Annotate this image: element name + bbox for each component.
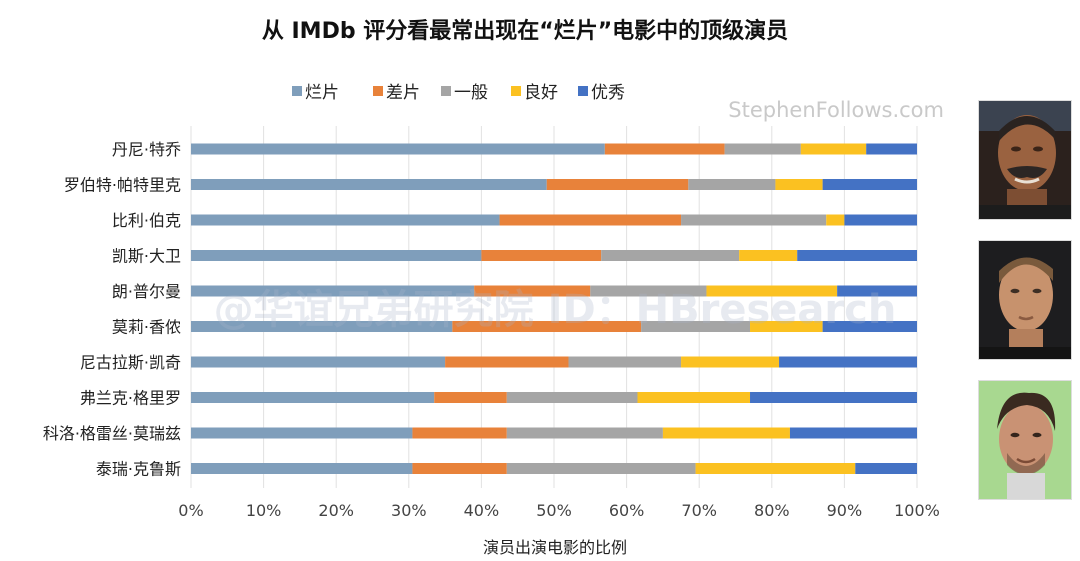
- legend-label: 差片: [386, 83, 420, 103]
- legend-swatch: [292, 86, 302, 96]
- chart-title: 从 IMDb 评分看最常出现在“烂片”电影中的顶级演员: [262, 18, 788, 44]
- bar-segment: [191, 321, 453, 332]
- bar-segment: [191, 214, 500, 226]
- bar-segment: [662, 427, 790, 439]
- category-label: 科洛·格雷丝·莫瑞兹: [43, 424, 181, 443]
- bar-segment: [506, 392, 638, 403]
- bar-segment: [750, 392, 917, 403]
- bar-segment: [191, 143, 605, 155]
- legend-label: 烂片: [305, 83, 339, 103]
- actor-photo-danny-trejo: [978, 100, 1072, 220]
- legend-swatch: [441, 86, 451, 96]
- bar-segment: [474, 285, 591, 297]
- x-tick-label: 90%: [827, 501, 863, 520]
- x-tick-label: 10%: [246, 501, 282, 520]
- bars: [191, 143, 917, 474]
- x-tick-label: 40%: [464, 501, 500, 520]
- watermark: @华谊兄弟研究院 ID：HBresearch: [214, 287, 897, 333]
- actor-photo-robert-patrick: [978, 240, 1072, 360]
- bar-segment: [601, 250, 740, 261]
- category-label: 尼古拉斯·凯奇: [80, 353, 181, 372]
- legend-swatch: [373, 86, 383, 96]
- bar-segment: [641, 321, 751, 332]
- category-label: 弗兰克·格里罗: [80, 389, 181, 408]
- bar-segment: [191, 250, 482, 261]
- bar-segment: [844, 214, 917, 226]
- bar-segment: [191, 285, 475, 297]
- bar-segment: [412, 463, 507, 474]
- source-credit: StephenFollows.com: [728, 98, 944, 122]
- bar-segment: [445, 356, 569, 368]
- category-labels: 丹尼·特乔罗伯特·帕特里克比利·伯克凯斯·大卫朗·普尔曼莫莉·香侬尼古拉斯·凯奇…: [43, 140, 181, 479]
- x-tick-label: 100%: [894, 501, 940, 520]
- bar-segment: [739, 250, 798, 261]
- bar-segment: [499, 214, 682, 226]
- legend-label: 一般: [454, 83, 488, 103]
- bar-segment: [688, 179, 776, 190]
- bar-segment: [434, 392, 507, 403]
- x-tick-label: 50%: [536, 501, 572, 520]
- actor-photo-billy-burke: [978, 380, 1072, 500]
- bar-segment: [822, 321, 917, 332]
- bar-segment: [855, 463, 917, 474]
- legend: 烂片 差片 一般 良好 优秀: [292, 83, 625, 103]
- bar-segment: [604, 143, 725, 155]
- bar-segment: [797, 250, 917, 261]
- bar-segment: [568, 356, 682, 368]
- bar-segment: [546, 179, 689, 190]
- category-label: 泰瑞·克鲁斯: [96, 460, 181, 479]
- category-label: 比利·伯克: [112, 211, 181, 230]
- bar-segment: [681, 214, 827, 226]
- category-label: 罗伯特·帕特里克: [64, 176, 181, 195]
- bar-segment: [866, 143, 917, 155]
- legend-label: 良好: [524, 83, 558, 103]
- bar-segment: [837, 285, 917, 297]
- bar-segment: [779, 356, 917, 368]
- bar-segment: [822, 179, 917, 190]
- bar-segment: [452, 321, 642, 332]
- bar-segment: [826, 214, 845, 226]
- bar-segment: [191, 427, 413, 439]
- legend-label: 优秀: [591, 83, 625, 103]
- category-label: 朗·普尔曼: [112, 282, 181, 301]
- bar-segment: [481, 250, 602, 261]
- bar-segment: [191, 179, 547, 190]
- bar-segment: [191, 356, 446, 368]
- x-axis-title: 演员出演电影的比例: [483, 538, 627, 557]
- category-label: 凯斯·大卫: [112, 247, 181, 266]
- x-tick-label: 60%: [609, 501, 645, 520]
- x-tick-label: 0%: [178, 501, 203, 520]
- x-tick-labels: 0% 10% 20% 30% 40% 50% 60% 70% 80% 90% 100%: [178, 501, 940, 520]
- category-label: 莫莉·香侬: [112, 318, 181, 337]
- bar-segment: [191, 392, 435, 403]
- bar-segment: [695, 463, 856, 474]
- bar-segment: [506, 463, 696, 474]
- bar-segment: [191, 463, 413, 474]
- x-tick-label: 80%: [754, 501, 790, 520]
- bar-segment: [590, 285, 707, 297]
- x-tick-label: 70%: [681, 501, 717, 520]
- bar-segment: [789, 427, 917, 439]
- category-label: 丹尼·特乔: [112, 140, 181, 159]
- bar-segment: [775, 179, 823, 190]
- bar-segment: [681, 356, 780, 368]
- bar-segment: [706, 285, 838, 297]
- bar-segment: [750, 321, 823, 332]
- bar-segment: [637, 392, 751, 403]
- bar-segment: [412, 427, 507, 439]
- legend-swatch: [511, 86, 521, 96]
- bar-segment: [506, 427, 663, 439]
- legend-swatch: [578, 86, 588, 96]
- x-tick-label: 20%: [318, 501, 354, 520]
- bar-segment: [724, 143, 801, 155]
- x-tick-label: 30%: [391, 501, 427, 520]
- bar-segment: [800, 143, 867, 155]
